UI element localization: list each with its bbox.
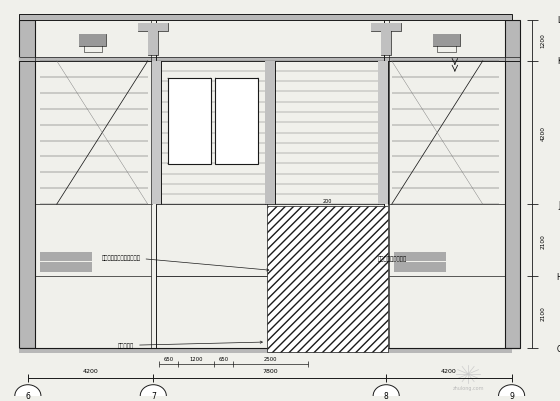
Bar bbox=[168, 79, 211, 165]
Bar bbox=[40, 262, 92, 273]
Ellipse shape bbox=[15, 385, 41, 401]
Text: 200: 200 bbox=[323, 199, 332, 204]
Text: G: G bbox=[557, 344, 560, 353]
Bar bbox=[40, 252, 92, 261]
Text: J: J bbox=[558, 200, 560, 209]
Ellipse shape bbox=[498, 385, 525, 401]
Bar bbox=[433, 34, 460, 47]
Bar bbox=[148, 32, 158, 56]
Bar bbox=[437, 46, 456, 53]
Ellipse shape bbox=[140, 385, 166, 401]
Bar bbox=[381, 32, 391, 56]
Text: 7800: 7800 bbox=[262, 369, 278, 373]
Text: K: K bbox=[557, 57, 560, 66]
Bar bbox=[152, 61, 161, 205]
Text: 1200: 1200 bbox=[540, 34, 545, 49]
Bar bbox=[19, 20, 35, 348]
Text: 2100: 2100 bbox=[540, 305, 545, 320]
Text: 9: 9 bbox=[509, 391, 514, 400]
Bar bbox=[19, 348, 512, 353]
Text: 8: 8 bbox=[384, 391, 389, 400]
Text: zhulong.com: zhulong.com bbox=[452, 385, 484, 390]
Bar bbox=[267, 206, 388, 352]
Text: 6: 6 bbox=[25, 391, 30, 400]
Bar bbox=[138, 24, 168, 32]
Text: 此区域原混凝土板人工凿凿: 此区域原混凝土板人工凿凿 bbox=[101, 254, 269, 271]
Bar bbox=[265, 61, 274, 205]
Bar bbox=[148, 32, 158, 56]
Ellipse shape bbox=[548, 51, 560, 72]
Text: 650: 650 bbox=[218, 356, 228, 361]
Bar bbox=[371, 24, 401, 32]
Ellipse shape bbox=[548, 266, 560, 287]
Ellipse shape bbox=[373, 385, 399, 401]
Bar bbox=[19, 20, 35, 348]
Text: L: L bbox=[557, 16, 560, 25]
Text: 十五层以下全部拆除: 十五层以下全部拆除 bbox=[378, 256, 407, 262]
Bar bbox=[215, 79, 258, 165]
Ellipse shape bbox=[548, 10, 560, 31]
Text: 2500: 2500 bbox=[264, 356, 277, 361]
Bar bbox=[83, 46, 102, 53]
Bar bbox=[19, 15, 512, 20]
Bar bbox=[138, 24, 168, 32]
Bar bbox=[79, 34, 106, 47]
Text: 1200: 1200 bbox=[189, 356, 203, 361]
Bar bbox=[371, 24, 401, 32]
Bar bbox=[394, 252, 446, 261]
Bar bbox=[381, 32, 391, 56]
Bar bbox=[505, 20, 520, 348]
Bar bbox=[19, 15, 512, 20]
Bar bbox=[378, 61, 388, 205]
Text: 新增梁位置: 新增梁位置 bbox=[118, 341, 263, 348]
Text: 2100: 2100 bbox=[540, 233, 545, 248]
Text: 650: 650 bbox=[164, 356, 174, 361]
Text: H: H bbox=[557, 272, 560, 281]
Bar bbox=[433, 34, 460, 47]
Bar bbox=[19, 58, 512, 61]
Bar bbox=[79, 34, 106, 47]
Text: 4200: 4200 bbox=[441, 369, 457, 373]
Text: 4200: 4200 bbox=[83, 369, 99, 373]
Ellipse shape bbox=[548, 194, 560, 215]
Text: 4200: 4200 bbox=[540, 126, 545, 141]
Bar bbox=[505, 20, 520, 348]
Text: 7: 7 bbox=[151, 391, 156, 400]
Ellipse shape bbox=[548, 338, 560, 358]
Bar bbox=[394, 262, 446, 273]
